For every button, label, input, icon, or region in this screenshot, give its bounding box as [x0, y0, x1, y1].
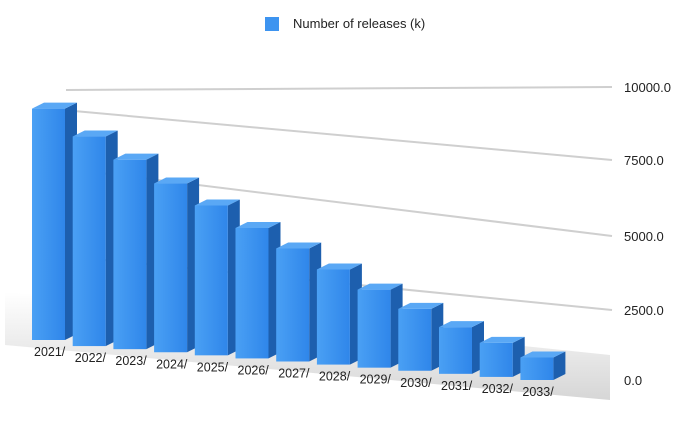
bar-top	[72, 130, 118, 137]
x-tick-label: 2029/	[360, 373, 392, 387]
bar	[113, 153, 159, 350]
bar-top	[154, 177, 200, 184]
bar	[194, 199, 240, 356]
legend-label: Number of releases (k)	[293, 16, 426, 31]
bar	[32, 102, 77, 341]
bar-top	[357, 283, 403, 290]
bar-front	[113, 159, 147, 350]
bar-top	[439, 321, 484, 328]
bar-top	[520, 351, 566, 358]
bar-front	[398, 308, 432, 371]
bar-top	[276, 242, 322, 249]
bar	[72, 130, 118, 347]
x-tick-label: 2031/	[441, 379, 473, 393]
x-tick-label: 2028/	[319, 370, 351, 384]
bar	[316, 263, 362, 365]
x-tick-label: 2025/	[197, 360, 229, 374]
x-tick-label: 2033/	[522, 385, 554, 399]
y-axis-ticks: 0.0 2500.0 5000.0 7500.0 10000.0	[624, 80, 671, 388]
x-tick-label: 2027/	[278, 367, 310, 381]
y-tick-label: 5000.0	[624, 229, 664, 244]
gridline	[65, 86, 613, 91]
bar-front	[479, 342, 513, 377]
bar-front	[194, 205, 228, 356]
x-tick-label: 2021/	[34, 345, 66, 359]
y-tick-label: 10000.0	[624, 80, 671, 95]
bar	[479, 336, 525, 377]
bar-side	[553, 351, 566, 380]
x-tick-label: 2023/	[115, 354, 147, 368]
x-tick-label: 2026/	[238, 363, 270, 377]
bar-front	[439, 327, 472, 374]
y-tick-label: 7500.0	[624, 153, 664, 168]
bar-front	[357, 289, 391, 368]
bar-top	[316, 263, 362, 270]
x-tick-label: 2030/	[400, 376, 432, 390]
y-tick-label: 2500.0	[624, 303, 664, 318]
bar-front	[72, 136, 106, 347]
bars	[32, 102, 566, 380]
bar-front	[235, 227, 269, 359]
bar	[357, 283, 403, 368]
bar	[520, 351, 566, 380]
bar-top	[235, 221, 281, 228]
x-axis-labels: 2021/2022/2023/2024/2025/2026/2027/2028/…	[34, 345, 554, 399]
bar-top	[194, 199, 240, 206]
bar-front	[154, 183, 188, 353]
gridline	[62, 109, 613, 161]
bar-front	[316, 269, 350, 365]
bar	[276, 242, 322, 362]
legend-swatch	[265, 16, 279, 31]
bar-top	[479, 336, 525, 343]
bar	[235, 221, 281, 359]
x-tick-label: 2022/	[75, 351, 107, 365]
bar-top	[32, 102, 77, 109]
bar	[398, 302, 444, 371]
bar-front	[520, 357, 554, 380]
x-tick-label: 2032/	[482, 382, 514, 396]
y-tick-label: 0.0	[624, 373, 642, 388]
bar-top	[113, 153, 159, 160]
bar-front	[32, 108, 65, 341]
bar-top	[398, 302, 444, 309]
legend: Number of releases (k)	[265, 16, 425, 31]
bar	[154, 177, 200, 353]
bar-front	[276, 248, 310, 362]
x-tick-label: 2024/	[156, 357, 188, 371]
bar	[439, 321, 484, 374]
